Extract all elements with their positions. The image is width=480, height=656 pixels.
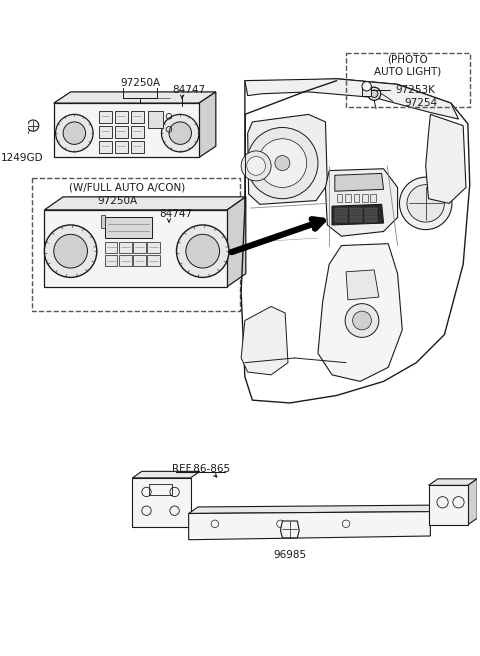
Polygon shape <box>429 479 477 485</box>
Polygon shape <box>241 306 288 375</box>
Circle shape <box>399 177 452 230</box>
Polygon shape <box>131 140 144 153</box>
Polygon shape <box>148 111 163 127</box>
Polygon shape <box>365 208 377 215</box>
Circle shape <box>345 304 379 337</box>
Polygon shape <box>99 126 112 138</box>
Polygon shape <box>115 111 128 123</box>
Polygon shape <box>133 242 145 253</box>
Polygon shape <box>245 79 458 119</box>
Text: REF.86-865: REF.86-865 <box>172 464 230 474</box>
Circle shape <box>63 122 85 144</box>
Circle shape <box>27 120 39 131</box>
Polygon shape <box>99 111 112 123</box>
Polygon shape <box>354 194 359 201</box>
Polygon shape <box>248 114 327 204</box>
Polygon shape <box>350 208 362 215</box>
Polygon shape <box>362 87 372 96</box>
Polygon shape <box>120 242 132 253</box>
Circle shape <box>241 151 271 181</box>
Text: 84747: 84747 <box>160 209 193 218</box>
Polygon shape <box>132 478 191 527</box>
Polygon shape <box>44 210 227 287</box>
Polygon shape <box>147 255 160 266</box>
Polygon shape <box>325 169 397 236</box>
Text: 1249GD: 1249GD <box>0 154 43 163</box>
Text: 97253K: 97253K <box>396 85 435 95</box>
Polygon shape <box>101 215 105 228</box>
Circle shape <box>258 139 307 188</box>
Polygon shape <box>336 194 342 201</box>
Circle shape <box>44 225 97 277</box>
Text: (PHOTO
AUTO LIGHT): (PHOTO AUTO LIGHT) <box>374 55 442 77</box>
Polygon shape <box>335 173 384 191</box>
Polygon shape <box>105 242 118 253</box>
Polygon shape <box>350 216 362 222</box>
Polygon shape <box>362 194 368 201</box>
Polygon shape <box>345 194 351 201</box>
Polygon shape <box>227 197 246 287</box>
Text: 97250A: 97250A <box>120 77 160 87</box>
Circle shape <box>247 127 318 199</box>
Text: 84747: 84747 <box>173 85 206 95</box>
Text: 97250A: 97250A <box>97 195 137 205</box>
Polygon shape <box>199 92 216 157</box>
Polygon shape <box>346 270 379 300</box>
Polygon shape <box>105 217 152 238</box>
Polygon shape <box>115 126 128 138</box>
Polygon shape <box>335 216 347 222</box>
Circle shape <box>371 90 378 98</box>
Polygon shape <box>54 92 216 103</box>
Polygon shape <box>189 512 431 540</box>
Circle shape <box>177 225 229 277</box>
Polygon shape <box>426 114 466 203</box>
Polygon shape <box>468 479 477 525</box>
Polygon shape <box>131 126 144 138</box>
Polygon shape <box>318 243 402 381</box>
Polygon shape <box>189 505 440 514</box>
Circle shape <box>362 81 372 91</box>
Polygon shape <box>335 208 347 215</box>
Polygon shape <box>429 485 468 525</box>
Circle shape <box>353 311 372 330</box>
Polygon shape <box>147 242 160 253</box>
Polygon shape <box>132 472 200 478</box>
Polygon shape <box>115 140 128 153</box>
Polygon shape <box>371 194 376 201</box>
Circle shape <box>368 87 381 100</box>
Polygon shape <box>105 255 118 266</box>
Text: (W/FULL AUTO A/CON): (W/FULL AUTO A/CON) <box>69 182 185 192</box>
Polygon shape <box>280 521 299 538</box>
Text: 96985: 96985 <box>273 550 306 560</box>
Circle shape <box>275 155 290 171</box>
Polygon shape <box>365 216 377 222</box>
Circle shape <box>56 114 93 152</box>
Circle shape <box>161 114 199 152</box>
Text: 97254: 97254 <box>404 98 437 108</box>
Polygon shape <box>332 204 384 225</box>
Circle shape <box>54 234 87 268</box>
Polygon shape <box>44 197 246 210</box>
Polygon shape <box>131 111 144 123</box>
Circle shape <box>247 157 265 175</box>
Polygon shape <box>54 103 199 157</box>
Polygon shape <box>99 140 112 153</box>
Circle shape <box>407 184 444 222</box>
Polygon shape <box>120 255 132 266</box>
Polygon shape <box>133 255 145 266</box>
Circle shape <box>186 234 219 268</box>
Circle shape <box>169 122 192 144</box>
